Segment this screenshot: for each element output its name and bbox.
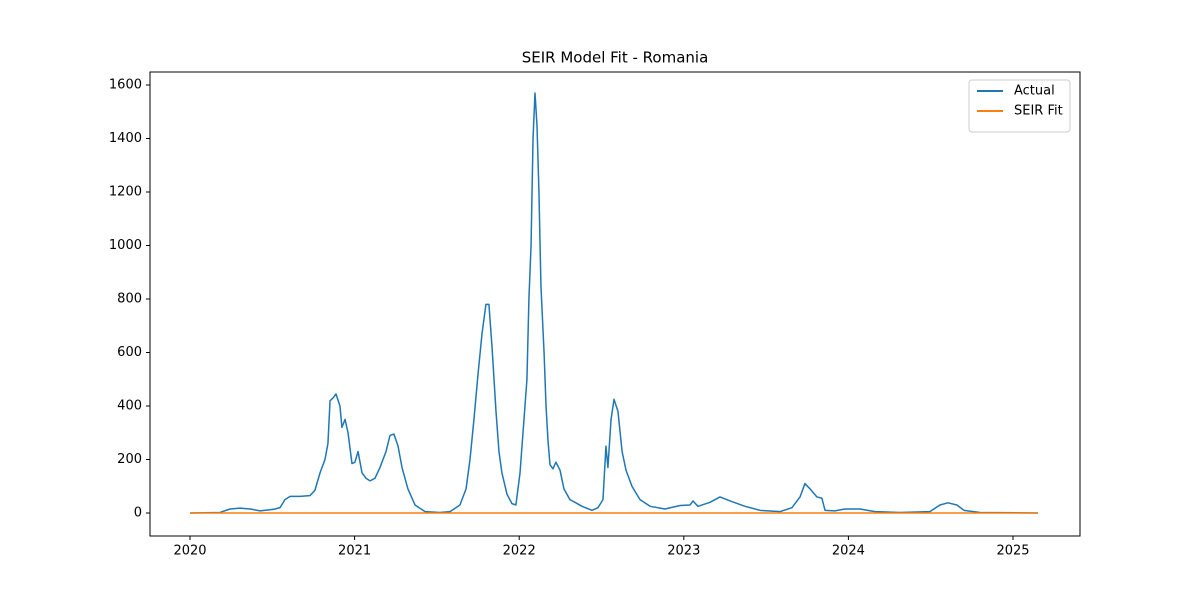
y-tick-label: 600 [117, 345, 142, 360]
y-tick-label: 0 [134, 505, 142, 520]
legend-label: SEIR Fit [1014, 104, 1063, 119]
x-tick-label: 2022 [503, 544, 536, 559]
y-tick-label: 200 [117, 452, 142, 467]
x-tick-label: 2025 [996, 544, 1029, 559]
y-tick-label: 1200 [109, 184, 142, 199]
y-tick-label: 1400 [109, 131, 142, 146]
chart-title: SEIR Model Fit - Romania [522, 49, 709, 67]
data-line [189, 92, 1039, 514]
y-tick-label: 800 [117, 291, 142, 306]
y-tick-label: 400 [117, 398, 142, 413]
legend-box [968, 79, 1071, 133]
x-tick-label: 2024 [832, 544, 865, 559]
x-tick-label: 2023 [667, 544, 700, 559]
x-tick-label: 2021 [338, 544, 371, 559]
plot-frame [149, 71, 1081, 537]
y-tick-label: 1600 [109, 78, 142, 93]
legend-label: Actual [1014, 84, 1055, 99]
y-tick-label: 1000 [109, 238, 142, 253]
x-tick-label: 2020 [173, 544, 206, 559]
